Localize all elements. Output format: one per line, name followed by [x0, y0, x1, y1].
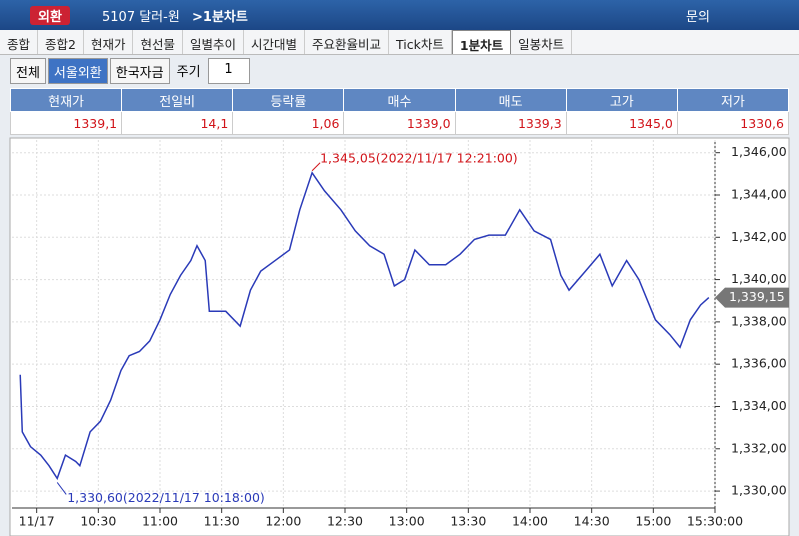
x-tick-label: 11:30 [204, 514, 240, 529]
quote-value: 1,06 [232, 111, 345, 135]
quote-header: 등락률 [232, 88, 345, 112]
tab[interactable]: 일별추이 [183, 30, 245, 54]
y-tick-label: 1,332,00 [731, 440, 787, 455]
y-tick-label: 1,346,00 [731, 144, 787, 159]
x-tick-label: 10:30 [80, 514, 116, 529]
tab-bar: 종합 종합2 현재가 현선물 일별추이 시간대별 주요환율비교 Tick차트 1분차트 일봉차트 [0, 30, 799, 55]
y-tick-label: 1,342,00 [731, 229, 787, 244]
tab[interactable]: 종합2 [38, 30, 84, 54]
x-tick-label: 13:30 [450, 514, 486, 529]
tab[interactable]: 시간대별 [244, 30, 306, 54]
last-price-label: 1,339,15 [729, 289, 785, 304]
y-tick-label: 1,340,00 [731, 271, 787, 286]
badge: 외환 [30, 6, 70, 25]
market-button[interactable]: 전체 [10, 58, 46, 84]
low-pointer [56, 482, 67, 495]
x-tick-label: 11/17 [19, 514, 55, 529]
tab[interactable]: 일봉차트 [511, 30, 573, 54]
tab[interactable]: 주요환율비교 [305, 30, 390, 54]
low-annotation: 1,330,60(2022/11/17 10:18:00) [67, 490, 265, 505]
x-tick-label: 12:00 [265, 514, 301, 529]
tab[interactable]: 현선물 [133, 30, 183, 54]
last-price-tag [715, 287, 789, 308]
x-tick-label: 11:00 [142, 514, 178, 529]
y-tick-label: 1,330,00 [731, 483, 787, 498]
tab[interactable]: Tick차트 [389, 30, 452, 54]
quote-header: 저가 [676, 88, 790, 112]
quote-value: 1339,1 [9, 111, 123, 135]
toolbar: 전체 서울외환 한국자금 주기 1 [10, 58, 250, 84]
y-tick-label: 1,336,00 [731, 356, 787, 371]
period-input[interactable]: 1 [207, 58, 250, 84]
x-tick-label: 15:30:00 [687, 514, 743, 529]
help[interactable]: 문의 [686, 10, 710, 25]
title-bar: 외환 5107 달러-원 >1분차트 문의 [0, 0, 799, 30]
screen: >1분차트 [192, 10, 248, 25]
high-pointer [311, 162, 321, 172]
tab[interactable]: 현재가 [84, 30, 134, 54]
chart-panel [9, 137, 790, 536]
high-annotation: 1,345,05(2022/11/17 12:21:00) [320, 150, 518, 165]
x-tick-label: 15:00 [635, 514, 671, 529]
y-tick-label: 1,334,00 [731, 398, 787, 413]
quote-header: 전일비 [121, 88, 234, 112]
quote-value: 14,1 [121, 111, 234, 135]
period-label: 주기 [176, 65, 201, 80]
price-line [19, 171, 710, 481]
quote-value: 1345,0 [565, 111, 678, 135]
tab[interactable]: 종합 [0, 30, 39, 54]
y-tick-label: 1,344,00 [731, 186, 787, 201]
tab[interactable]: 1분차트 [451, 30, 512, 54]
quote-table: 현재가 전일비 등락률 매수 매도 고가 저가 1339,1 14,1 1,06 1339,0 133… [9, 88, 790, 135]
quote-header: 현재가 [9, 88, 123, 112]
market-button[interactable]: 한국자금 [109, 58, 170, 84]
x-tick-label: 13:00 [389, 514, 425, 529]
y-tick-label: 1,338,00 [731, 313, 787, 328]
quote-value: 1339,0 [343, 111, 456, 135]
quote-header: 매도 [454, 88, 567, 112]
x-tick-label: 14:30 [574, 514, 610, 529]
quote-value: 1339,3 [454, 111, 567, 135]
code: 5107 달러-원 [102, 10, 180, 25]
quote-value: 1330,6 [676, 111, 790, 135]
x-tick-label: 12:30 [327, 514, 363, 529]
x-tick-label: 14:00 [512, 514, 548, 529]
market-button[interactable]: 서울외환 [47, 58, 108, 84]
quote-header: 매수 [343, 88, 456, 112]
